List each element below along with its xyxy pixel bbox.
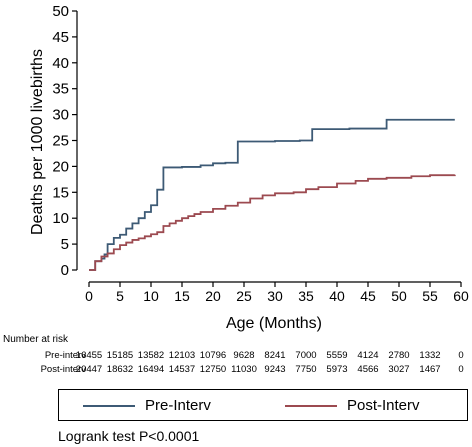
y-tick-label: 40	[52, 55, 69, 72]
x-tick-label: 35	[298, 288, 314, 304]
y-tick-label: 50	[52, 3, 69, 20]
risk-value: 16494	[138, 364, 164, 375]
risk-value: 15185	[107, 350, 133, 361]
x-tick-label: 25	[236, 288, 252, 304]
risk-value: 1332	[419, 350, 440, 361]
risk-value: 9243	[264, 364, 285, 375]
series-line-pre-interv	[89, 118, 455, 271]
risk-value: 0	[458, 364, 463, 375]
x-axis: 0 5 10 15 20 25 30 35 40 45 50 55 60	[85, 281, 469, 304]
y-tick-label: 45	[52, 29, 69, 46]
legend-swatch-pre	[83, 404, 135, 407]
legend-item-post: Post-Interv	[285, 397, 420, 414]
risk-value: 13582	[138, 350, 164, 361]
y-tick-label: 0	[61, 262, 69, 279]
risk-value: 8241	[264, 350, 285, 361]
risk-value: 4124	[357, 350, 378, 361]
legend-label-pre: Pre-Interv	[145, 397, 211, 414]
risk-value: 5973	[326, 364, 347, 375]
y-axis: 0 5 10 15 20 25 30 35 40 45 50	[52, 3, 78, 279]
x-tick-label: 5	[116, 288, 124, 304]
x-tick-label: 55	[422, 288, 438, 304]
risk-value: 14537	[169, 364, 195, 375]
risk-value: 3027	[388, 364, 409, 375]
series-line-post-interv	[89, 174, 456, 271]
x-tick-label: 45	[360, 288, 376, 304]
risk-value: 20447	[76, 364, 102, 375]
x-tick-label: 10	[143, 288, 159, 304]
x-tick-label: 15	[174, 288, 190, 304]
legend: Pre-Interv Post-Interv	[58, 389, 468, 421]
legend-item-pre: Pre-Interv	[83, 397, 211, 414]
risk-value: 16455	[76, 350, 102, 361]
x-tick-label: 40	[329, 288, 345, 304]
risk-value: 12750	[200, 364, 226, 375]
x-axis-label: Age (Months)	[226, 315, 322, 332]
risk-value: 4566	[357, 364, 378, 375]
risk-value: 0	[458, 350, 463, 361]
risk-value: 1467	[419, 364, 440, 375]
y-tick-label: 30	[52, 107, 69, 124]
risk-value: 18632	[107, 364, 133, 375]
risk-value: 9628	[233, 350, 254, 361]
x-tick-label: 0	[85, 288, 93, 304]
legend-swatch-post	[285, 404, 337, 407]
y-tick-label: 10	[52, 210, 69, 227]
risk-value: 2780	[388, 350, 409, 361]
y-tick-label: 25	[52, 133, 69, 150]
y-tick-label: 5	[61, 236, 69, 253]
risk-value: 5559	[326, 350, 347, 361]
y-tick-label: 20	[52, 158, 69, 175]
x-tick-label: 30	[267, 288, 283, 304]
risk-table-title: Number at risk	[3, 334, 69, 345]
risk-value: 7000	[295, 350, 316, 361]
risk-value: 10796	[200, 350, 226, 361]
survival-curves	[89, 118, 456, 271]
x-tick-label: 20	[205, 288, 221, 304]
y-axis-label: Deaths per 1000 livebirths	[29, 49, 46, 235]
risk-value: 7750	[295, 364, 316, 375]
y-tick-label: 15	[52, 184, 69, 201]
logrank-annotation: Logrank test P<0.0001	[58, 428, 200, 444]
x-tick-label: 50	[391, 288, 407, 304]
risk-row-label: Post-interv	[41, 364, 87, 375]
x-tick-label: 60	[453, 288, 469, 304]
y-tick-label: 35	[52, 81, 69, 98]
risk-value: 11030	[231, 364, 257, 375]
risk-value: 12103	[169, 350, 195, 361]
legend-label-post: Post-Interv	[347, 397, 420, 414]
risk-row-label: Pre-interv	[45, 350, 86, 361]
